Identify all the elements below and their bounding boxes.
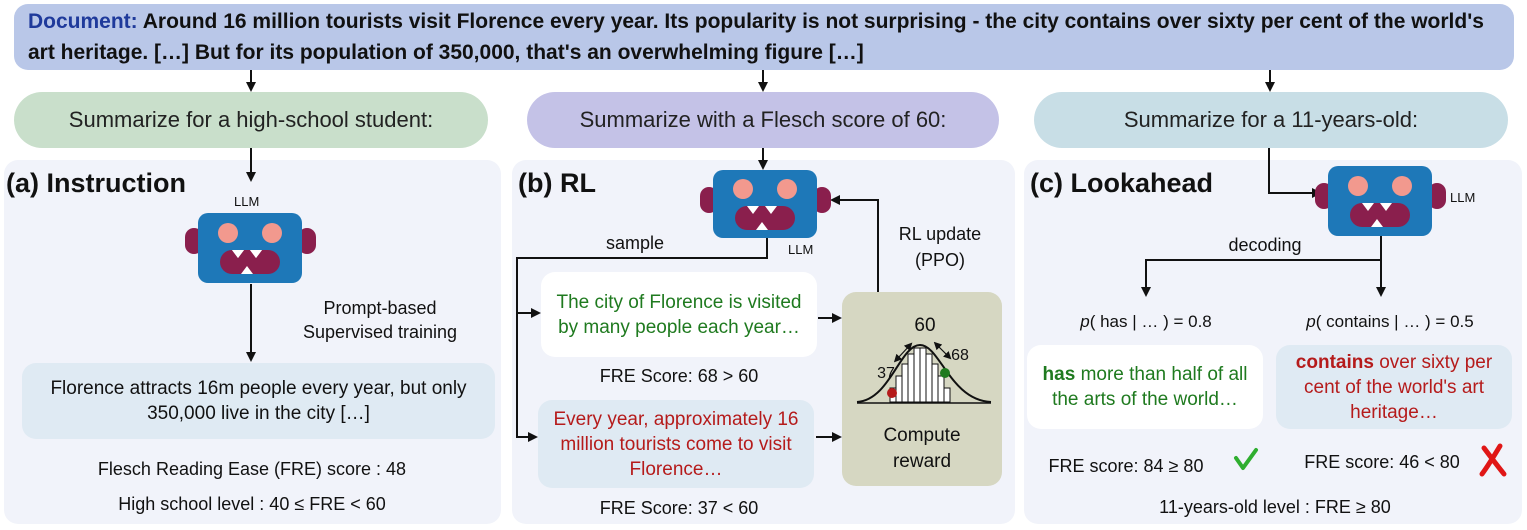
lookahead-right-bold: contains: [1295, 351, 1374, 373]
arrow-decoding-left: [1141, 236, 1382, 297]
prob-left-text: ( has | … ) = 0.8: [1089, 312, 1212, 331]
document-content: Around 16 million tourists visit Florenc…: [28, 10, 1484, 64]
rl-update-label: RL update: [898, 224, 982, 244]
check-icon: [1234, 448, 1258, 470]
document-banner: [14, 4, 1514, 70]
instruction-output-box: Florence attracts 16m people every year,…: [22, 363, 495, 439]
rl-score-bad: FRE Score: 37 < 60: [599, 498, 759, 518]
lookahead-left-rest: more than half of all the arts of the wo…: [1052, 364, 1248, 410]
llm-label-c: LLM: [1450, 190, 1476, 205]
lookahead-left-bold: has: [1042, 364, 1076, 385]
llm-label-b: LLM: [788, 242, 814, 257]
robot-icon-c: [1315, 166, 1446, 236]
rl-score-good: FRE Score: 68 > 60: [599, 366, 759, 386]
reward-high-label: 68: [951, 347, 969, 364]
document-label: Document:: [28, 10, 138, 33]
lookahead-score-left: FRE score: 84 ≥ 80: [1048, 456, 1204, 476]
panel-lookahead: [1024, 160, 1522, 524]
supervised-label-2: Supervised training: [302, 322, 458, 342]
rl-sample-good: The city of Florence is visited by many …: [541, 272, 817, 357]
reward-distribution: [856, 341, 992, 404]
robot-icon-a: [185, 213, 316, 283]
arrow-prompt-to-llm-c: [1268, 148, 1322, 198]
panel-c-title: (c) Lookahead: [1030, 168, 1214, 198]
document-text: Document: Around 16 million tourists vis…: [28, 6, 1508, 68]
prompt-rl: Summarize with a Flesch score of 60:: [527, 92, 999, 148]
supervised-label-1: Prompt-based: [323, 298, 437, 318]
panel-b-title: (b) RL: [518, 168, 596, 198]
reward-target: 60: [914, 315, 936, 336]
prompt-instruction: Summarize for a high-school student:: [14, 92, 488, 148]
arrow-sample-bad: [516, 238, 768, 442]
reward-point-high: [940, 368, 950, 378]
llm-label-a: LLM: [234, 194, 260, 209]
sample-label: sample: [605, 233, 665, 253]
prompt-lookahead: Summarize for a 11-years-old:: [1034, 92, 1508, 148]
cross-icon: [1479, 443, 1507, 477]
instruction-level: High school level : 40 ≤ FRE < 60: [118, 494, 386, 514]
prob-left-var: p: [1080, 312, 1090, 331]
ppo-label: (PPO): [914, 250, 965, 270]
lookahead-level: 11-years-old level : FRE ≥ 80: [1159, 497, 1391, 517]
decoding-label: decoding: [1228, 235, 1302, 255]
prob-right: p( contains | … ) = 0.5: [1270, 310, 1510, 334]
reward-low-label: 37: [877, 365, 895, 382]
lookahead-score-right: FRE score: 46 < 80: [1304, 452, 1460, 472]
prob-right-var: p: [1306, 312, 1316, 331]
lookahead-right-box: contains over sixty per cent of the worl…: [1276, 345, 1512, 429]
reward-label-1: Compute: [883, 425, 961, 446]
reward-label-2: reward: [892, 451, 952, 472]
robot-icon-b: [700, 170, 831, 238]
reward-point-low: [887, 388, 897, 398]
prob-right-text: ( contains | … ) = 0.5: [1315, 312, 1474, 331]
lookahead-right-rest: over sixty per cent of the world's art h…: [1304, 351, 1493, 423]
prob-left: p( has | … ) = 0.8: [1036, 310, 1256, 334]
lookahead-left-box: has more than half of all the arts of th…: [1027, 345, 1263, 429]
panel-a-title: (a) Instruction: [6, 168, 186, 198]
arrow-rl-update: [830, 195, 879, 292]
rl-sample-bad: Every year, approximately 16 million tou…: [538, 400, 814, 488]
instruction-score: Flesch Reading Ease (FRE) score : 48: [97, 459, 407, 479]
